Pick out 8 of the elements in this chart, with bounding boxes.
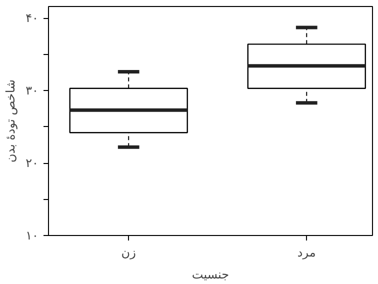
y-axis-title: شاخص تودهٔ بدن bbox=[4, 79, 18, 163]
x-tick-label: مرد bbox=[297, 246, 316, 260]
y-tick-label: ۴۰ bbox=[26, 11, 38, 26]
y-tick-label: ۳۰ bbox=[26, 84, 38, 98]
y-tick-label: ۱۰ bbox=[26, 228, 38, 242]
y-tick-label: ۲۰ bbox=[26, 156, 38, 170]
x-tick-label: زن bbox=[121, 246, 136, 260]
x-axis-title: جنسیت bbox=[192, 268, 230, 282]
